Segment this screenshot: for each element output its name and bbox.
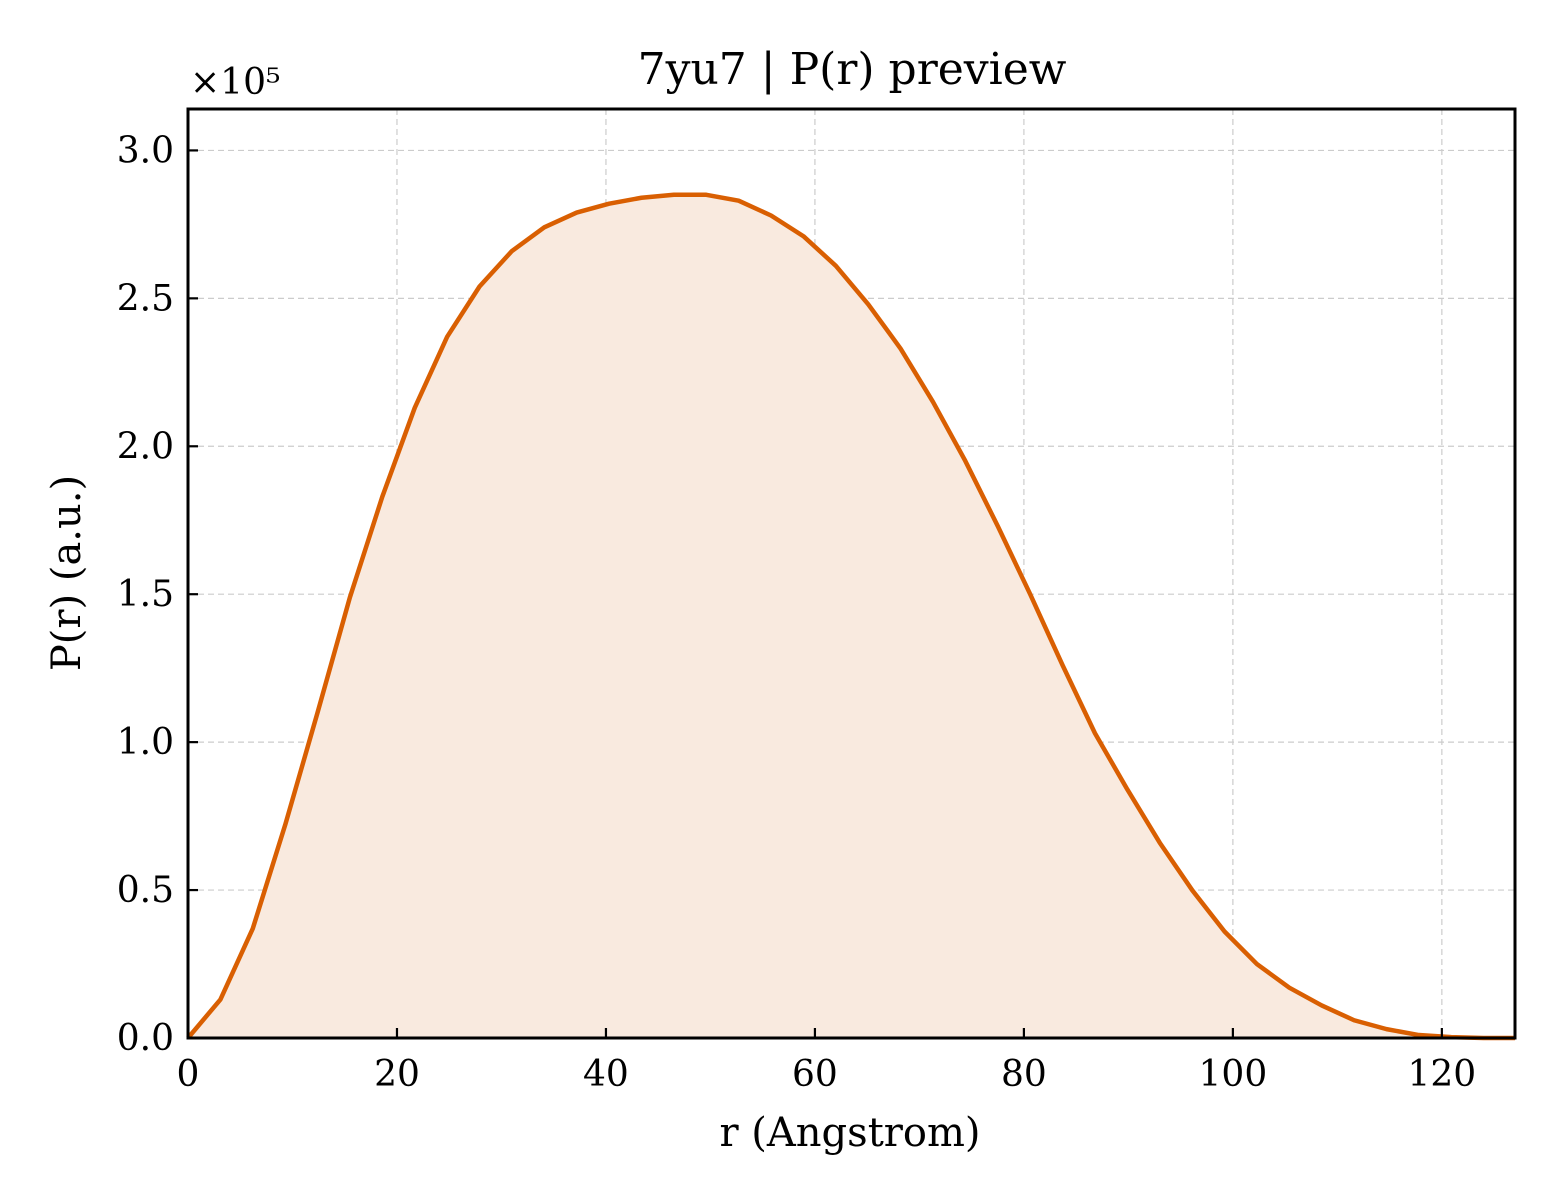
y-tick-label: 2.5 <box>117 278 174 319</box>
x-tick-label: 20 <box>374 1054 420 1095</box>
axis-ticks: 0 20 40 60 80 100 120 0.0 0.5 1.0 1.5 2.0 2.5 3.0 <box>117 130 1476 1095</box>
x-tick-label: 100 <box>1199 1054 1268 1095</box>
y-tick-label: 1.0 <box>117 722 174 763</box>
x-tick-label: 80 <box>1001 1054 1047 1095</box>
y-axis-label: P(r) (a.u.) <box>44 475 90 671</box>
plot-area <box>186 192 1515 1041</box>
y-tick-label: 2.0 <box>117 426 174 467</box>
x-tick-label: 120 <box>1407 1054 1476 1095</box>
chart-title: 7yu7 | P(r) preview <box>638 44 1067 95</box>
x-tick-label: 60 <box>792 1054 838 1095</box>
plot-frame <box>186 107 1517 1040</box>
series-area-fill <box>188 194 1515 1039</box>
y-tick-label: 1.5 <box>117 574 174 615</box>
x-tick-label: 0 <box>177 1054 200 1095</box>
x-tick-label: 40 <box>583 1054 629 1095</box>
x-axis-label: r (Angstrom) <box>719 1110 980 1156</box>
y-tick-label: 0.5 <box>117 870 174 911</box>
y-offset-label: ×10⁵ <box>190 62 280 103</box>
y-tick-label: 3.0 <box>117 130 174 171</box>
y-tick-label: 0.0 <box>117 1018 174 1059</box>
series-line <box>186 192 1515 1041</box>
